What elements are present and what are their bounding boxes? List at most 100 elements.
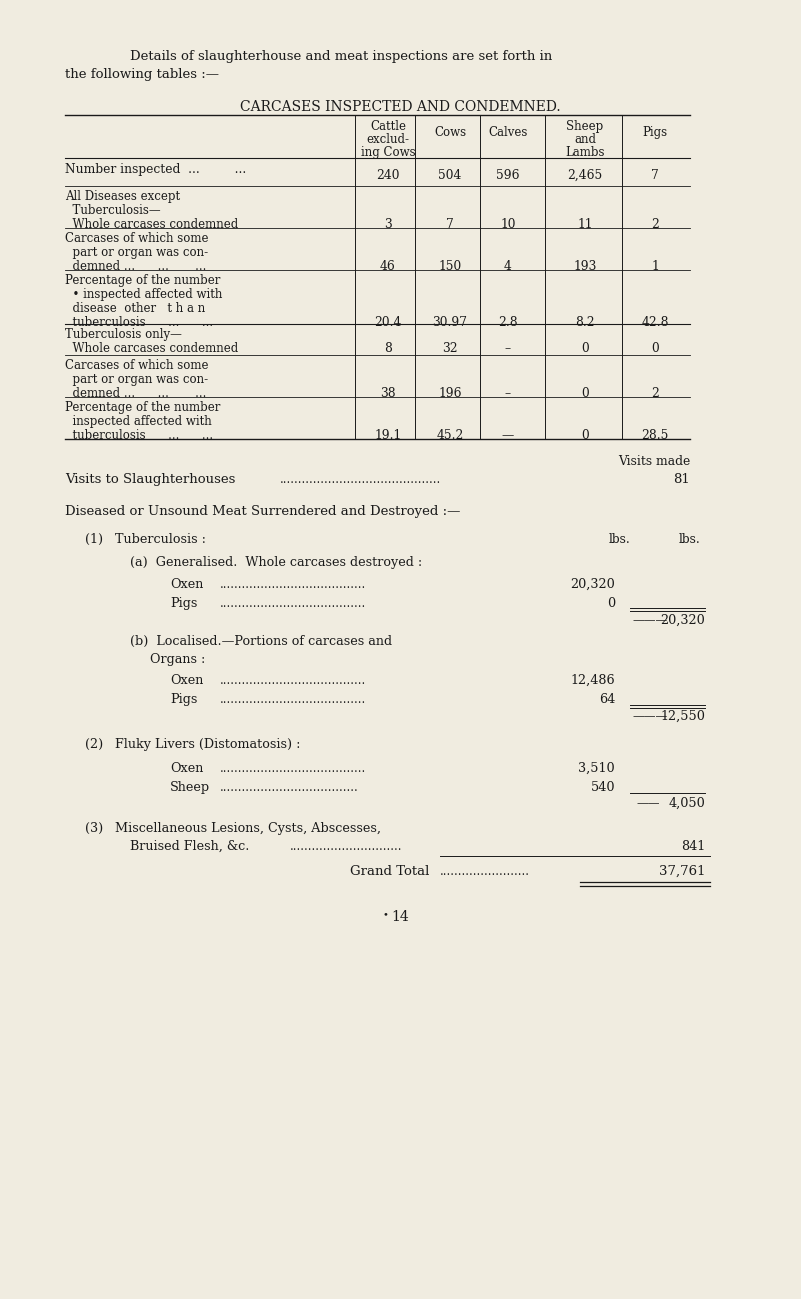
Text: All Diseases except: All Diseases except (65, 190, 180, 203)
Text: .......................................: ....................................... (220, 674, 366, 687)
Text: tuberculosis      ...      ...: tuberculosis ... ... (65, 429, 213, 442)
Text: Oxen: Oxen (170, 674, 203, 687)
Text: Calves: Calves (489, 126, 528, 139)
Text: Visits to Slaughterhouses: Visits to Slaughterhouses (65, 473, 235, 486)
Text: • inspected affected with: • inspected affected with (65, 288, 223, 301)
Text: CARCASES INSPECTED AND CONDEMNED.: CARCASES INSPECTED AND CONDEMNED. (240, 100, 561, 114)
Text: 64: 64 (599, 692, 615, 705)
Text: 0: 0 (607, 598, 615, 611)
Text: Sheep: Sheep (566, 120, 604, 132)
Text: 8: 8 (384, 342, 392, 355)
Text: 7: 7 (446, 218, 454, 231)
Text: demned ...      ...       ...: demned ... ... ... (65, 260, 207, 273)
Text: 20,320: 20,320 (660, 614, 705, 627)
Text: (3): (3) (85, 822, 103, 835)
Text: 596: 596 (497, 169, 520, 182)
Text: Organs :: Organs : (150, 653, 205, 666)
Text: –: – (505, 342, 511, 355)
Text: 37,761: 37,761 (658, 865, 705, 878)
Text: Lambs: Lambs (566, 145, 605, 158)
Text: and: and (574, 132, 596, 145)
Text: 45.2: 45.2 (437, 429, 464, 442)
Text: 0: 0 (651, 342, 659, 355)
Text: •: • (383, 911, 388, 918)
Text: 4: 4 (504, 260, 512, 273)
Text: (b)  Localised.—Portions of carcases and: (b) Localised.—Portions of carcases and (130, 635, 392, 648)
Text: demned ...      ...       ...: demned ... ... ... (65, 387, 207, 400)
Text: 38: 38 (380, 387, 396, 400)
Text: inspected affected with: inspected affected with (65, 414, 211, 427)
Text: .......................................: ....................................... (220, 598, 366, 611)
Text: 3: 3 (384, 218, 392, 231)
Text: 8.2: 8.2 (575, 316, 595, 329)
Text: Pigs: Pigs (170, 692, 197, 705)
Text: Number inspected  ...         ...: Number inspected ... ... (65, 162, 246, 175)
Text: ing Cows: ing Cows (360, 145, 415, 158)
Text: Tuberculosis :: Tuberculosis : (115, 533, 206, 546)
Text: 12,550: 12,550 (660, 711, 705, 724)
Text: Sheep: Sheep (170, 781, 210, 794)
Text: 150: 150 (438, 260, 461, 273)
Text: —: — (502, 429, 514, 442)
Text: 196: 196 (438, 387, 461, 400)
Text: ...........................................: ........................................… (280, 473, 441, 486)
Text: ..............................: .............................. (290, 840, 402, 853)
Text: Bruised Flesh, &c.: Bruised Flesh, &c. (130, 840, 249, 853)
Text: 14: 14 (392, 911, 409, 924)
Text: 81: 81 (674, 473, 690, 486)
Text: part or organ was con-: part or organ was con- (65, 373, 208, 386)
Text: 10: 10 (501, 218, 516, 231)
Text: 4,050: 4,050 (668, 798, 705, 811)
Text: lbs.: lbs. (679, 533, 701, 546)
Text: 20.4: 20.4 (374, 316, 401, 329)
Text: 20,320: 20,320 (570, 578, 615, 591)
Text: 0: 0 (581, 387, 589, 400)
Text: 2,465: 2,465 (567, 169, 602, 182)
Text: Visits made: Visits made (618, 455, 690, 468)
Text: 11: 11 (578, 218, 593, 231)
Text: Miscellaneous Lesions, Cysts, Abscesses,: Miscellaneous Lesions, Cysts, Abscesses, (115, 822, 381, 835)
Text: .......................................: ....................................... (220, 692, 366, 705)
Text: Pigs: Pigs (642, 126, 667, 139)
Text: 2: 2 (651, 387, 659, 400)
Text: 42.8: 42.8 (642, 316, 669, 329)
Text: 32: 32 (442, 342, 458, 355)
Text: Oxen: Oxen (170, 763, 203, 776)
Text: 7: 7 (651, 169, 659, 182)
Text: 2.8: 2.8 (498, 316, 517, 329)
Text: disease  other   t h a n: disease other t h a n (65, 301, 205, 314)
Text: 0: 0 (581, 342, 589, 355)
Text: 12,486: 12,486 (570, 674, 615, 687)
Text: Carcases of which some: Carcases of which some (65, 359, 208, 372)
Text: tuberculosis      ...      ...: tuberculosis ... ... (65, 316, 213, 329)
Text: 240: 240 (376, 169, 400, 182)
Text: 193: 193 (574, 260, 597, 273)
Text: 19.1: 19.1 (374, 429, 401, 442)
Text: 46: 46 (380, 260, 396, 273)
Text: (a)  Generalised.  Whole carcases destroyed :: (a) Generalised. Whole carcases destroye… (130, 556, 422, 569)
Text: ———: ——— (632, 614, 667, 627)
Text: 30.97: 30.97 (433, 316, 468, 329)
Text: Cows: Cows (434, 126, 466, 139)
Text: Diseased or Unsound Meat Surrendered and Destroyed :—: Diseased or Unsound Meat Surrendered and… (65, 505, 461, 518)
Text: (1): (1) (85, 533, 103, 546)
Text: ———: ——— (632, 711, 667, 724)
Text: .......................................: ....................................... (220, 578, 366, 591)
Text: Percentage of the number: Percentage of the number (65, 401, 220, 414)
Text: 28.5: 28.5 (642, 429, 669, 442)
Text: Details of slaughterhouse and meat inspections are set forth in: Details of slaughterhouse and meat inspe… (130, 49, 552, 62)
Text: Oxen: Oxen (170, 578, 203, 591)
Text: 540: 540 (590, 781, 615, 794)
Text: Carcases of which some: Carcases of which some (65, 233, 208, 246)
Text: ——: —— (636, 798, 659, 811)
Text: ........................: ........................ (440, 865, 530, 878)
Text: .......................................: ....................................... (220, 763, 366, 776)
Text: 841: 841 (681, 840, 705, 853)
Text: Pigs: Pigs (170, 598, 197, 611)
Text: 1: 1 (651, 260, 659, 273)
Text: lbs.: lbs. (609, 533, 631, 546)
Text: Tuberculosis—: Tuberculosis— (65, 204, 161, 217)
Text: Percentage of the number: Percentage of the number (65, 274, 220, 287)
Text: 3,510: 3,510 (578, 763, 615, 776)
Text: .....................................: ..................................... (220, 781, 359, 794)
